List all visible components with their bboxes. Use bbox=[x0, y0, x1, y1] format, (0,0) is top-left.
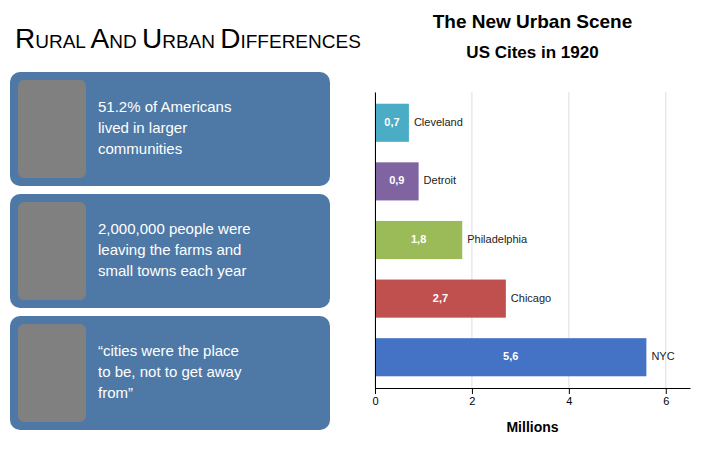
category-label: NYC bbox=[651, 350, 674, 362]
x-tick-label: 0 bbox=[372, 395, 378, 407]
category-label: Cleveland bbox=[414, 116, 463, 128]
category-label: Detroit bbox=[424, 174, 456, 186]
x-tick-mark bbox=[666, 388, 667, 394]
bullet-background bbox=[10, 316, 330, 430]
grid-line bbox=[375, 92, 376, 388]
bar bbox=[375, 338, 646, 376]
bullet-line: small towns each year bbox=[98, 262, 246, 279]
x-axis-title: Millions bbox=[506, 419, 558, 435]
title-part: U bbox=[142, 23, 162, 54]
bullet-line: “cities were the place bbox=[98, 342, 239, 359]
bullet-line: to be, not to get away bbox=[98, 363, 242, 380]
bullet-text: “cities were the place to be, not to get … bbox=[98, 342, 242, 401]
bullet-box: 51.2% of Americans lived in larger communi… bbox=[10, 72, 330, 186]
y-axis bbox=[375, 93, 376, 389]
bullet-line: 2,000,000 people were bbox=[98, 220, 251, 237]
bullet-line: lived in larger bbox=[98, 119, 187, 136]
plot: 5,6 2,7 1,8 0,9 0,7 NYC Chicago Philadelphia Det… bbox=[372, 92, 690, 407]
bars bbox=[375, 104, 646, 377]
bullet-line: from” bbox=[98, 384, 133, 401]
bullet-line: communities bbox=[98, 140, 182, 157]
x-tick: 0 bbox=[372, 388, 378, 407]
x-tick-mark bbox=[375, 388, 376, 394]
title-part: D bbox=[220, 23, 240, 54]
page-title: RURAL AND URBAN DIFFERENCES bbox=[15, 23, 361, 54]
y-axis-line bbox=[375, 93, 376, 389]
bullet-background bbox=[10, 72, 330, 186]
bullet-box: 2,000,000 people were leaving the farms a… bbox=[10, 194, 330, 308]
title-part: RBAN bbox=[162, 31, 220, 52]
chart-title: The New Urban Scene bbox=[433, 11, 633, 32]
title-part: A bbox=[91, 23, 110, 54]
labels: 5,6 2,7 1,8 0,9 0,7 NYC Chicago Philadelphia Det… bbox=[384, 116, 674, 362]
category-label: Philadelphia bbox=[467, 233, 528, 245]
image-placeholder bbox=[18, 202, 86, 300]
image-placeholder bbox=[18, 80, 86, 178]
page: RURAL AND URBAN DIFFERENCES 51.2% of Amer… bbox=[0, 0, 720, 450]
chart-subtitle: US Cites in 1920 bbox=[466, 43, 598, 62]
x-tick-mark bbox=[472, 388, 473, 394]
title-part: IFFERENCES bbox=[240, 31, 360, 52]
bullet-text: 51.2% of Americans lived in larger communi… bbox=[98, 98, 231, 157]
bullet-background bbox=[10, 194, 330, 308]
x-tick-label: 6 bbox=[663, 395, 669, 407]
x-axis: 0 2 4 6 bbox=[372, 388, 690, 407]
bullet-box: “cities were the place to be, not to get … bbox=[10, 316, 330, 430]
bar bbox=[375, 162, 419, 200]
bullet-line: leaving the farms and bbox=[98, 241, 241, 258]
x-tick-label: 4 bbox=[566, 395, 572, 407]
value-label: 1,8 bbox=[411, 233, 426, 245]
bar bbox=[375, 221, 462, 259]
bullet-text: 2,000,000 people were leaving the farms a… bbox=[98, 220, 251, 279]
value-label: 0,9 bbox=[389, 174, 404, 186]
value-label: 2,7 bbox=[433, 292, 448, 304]
value-label: 0,7 bbox=[384, 116, 399, 128]
bar bbox=[375, 104, 409, 142]
x-tick: 2 bbox=[469, 388, 475, 407]
title-part: URAL bbox=[35, 31, 90, 52]
grid-line bbox=[665, 92, 666, 388]
x-tick: 4 bbox=[566, 388, 572, 407]
grid bbox=[375, 92, 666, 388]
value-label: 5,6 bbox=[503, 350, 518, 362]
bar bbox=[375, 280, 506, 318]
x-tick-mark bbox=[569, 388, 570, 394]
image-placeholder bbox=[18, 324, 86, 422]
category-label: Chicago bbox=[511, 292, 551, 304]
title-part: ND bbox=[109, 31, 142, 52]
bullet-line: 51.2% of Americans bbox=[98, 98, 231, 115]
x-tick: 6 bbox=[663, 388, 669, 407]
title-part: R bbox=[15, 23, 35, 54]
x-axis-line bbox=[376, 388, 691, 389]
x-tick-label: 2 bbox=[469, 395, 475, 407]
